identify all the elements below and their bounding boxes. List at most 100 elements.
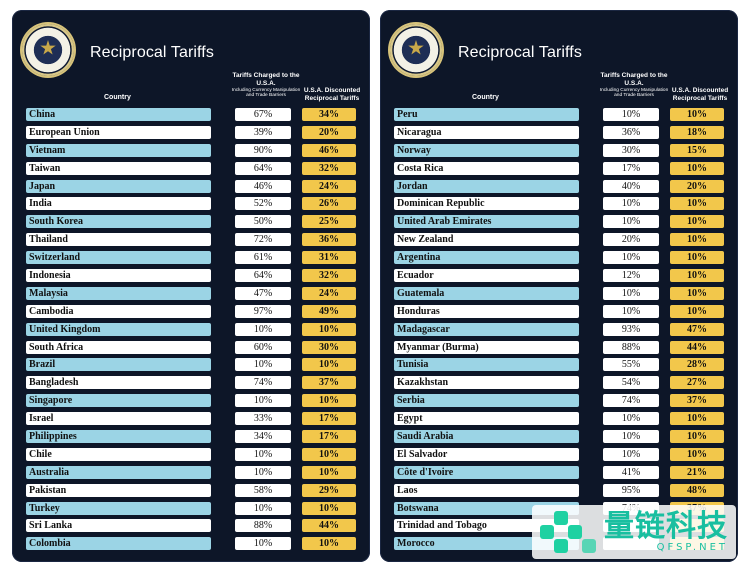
country-name: Brazil [26, 358, 211, 372]
header-discount: U.S.A. Discounted Reciprocal Tariffs [303, 87, 361, 102]
table-row: Côte d'Ivoire 41% 21% [394, 464, 726, 482]
tariff-charged: 52% [235, 197, 291, 211]
board-title: Reciprocal Tariffs [90, 44, 214, 61]
table-row: Malaysia 47% 24% [26, 285, 358, 303]
country-name: Norway [394, 143, 579, 157]
tariff-charged: 93% [603, 322, 659, 336]
tariff-discount: 24% [302, 179, 356, 193]
tariff-charged: 72% [235, 233, 291, 247]
tariff-discount: 10% [302, 537, 356, 551]
tariff-charged: 67% [235, 108, 291, 121]
table-row: South Korea 50% 25% [26, 213, 358, 231]
tariff-discount: 37% [302, 376, 356, 390]
country-name: New Zealand [394, 233, 579, 247]
country-name: Tunisia [394, 358, 579, 372]
tariff-charged: 88% [603, 340, 659, 354]
tariff-charged: 95% [603, 483, 659, 497]
country-name: Turkey [26, 501, 211, 515]
tariff-discount: 10% [670, 233, 724, 247]
tariff-discount: 10% [670, 269, 724, 283]
tariff-discount: 44% [670, 340, 724, 354]
tariff-discount: 10% [670, 251, 724, 265]
tariff-discount: 17% [302, 430, 356, 444]
table-row: Cambodia 97% 49% [26, 303, 358, 321]
tariff-charged: 10% [235, 465, 291, 479]
country-name: Nicaragua [394, 125, 579, 139]
table-row: Madagascar 93% 47% [394, 321, 726, 339]
watermark-textbox: 量链科技 QFSP.NET [604, 511, 728, 553]
table-row: United Kingdom 10% 10% [26, 321, 358, 339]
country-name: Costa Rica [394, 161, 579, 175]
country-name: Laos [394, 483, 579, 497]
tariff-discount: 44% [302, 519, 356, 533]
tariff-charged: 10% [235, 447, 291, 461]
table-row: India 52% 26% [26, 195, 358, 213]
tariff-discount: 10% [302, 358, 356, 372]
country-name: Taiwan [26, 161, 211, 175]
tariff-charged: 34% [235, 430, 291, 444]
presidential-seal-icon [22, 24, 74, 76]
table-row: Dominican Republic 10% 10% [394, 195, 726, 213]
country-name: Chile [26, 447, 211, 461]
table-row: Philippines 34% 17% [26, 428, 358, 446]
table-row: Bangladesh 74% 37% [26, 374, 358, 392]
tariff-discount: 32% [302, 161, 356, 175]
country-name: Argentina [394, 251, 579, 265]
tariff-discount: 17% [302, 412, 356, 426]
tariff-charged: 10% [603, 430, 659, 444]
tariff-charged: 50% [235, 215, 291, 229]
table-row: Honduras 10% 10% [394, 303, 726, 321]
header-charged-sub: Including Currency Manipulation and Trad… [231, 88, 301, 99]
tariff-discount: 15% [670, 143, 724, 157]
country-name: South Korea [26, 215, 211, 229]
country-name: South Africa [26, 340, 211, 354]
table-row: Singapore 10% 10% [26, 392, 358, 410]
table-row: South Africa 60% 30% [26, 339, 358, 357]
tariff-discount: 34% [302, 108, 356, 121]
tariff-discount: 29% [302, 483, 356, 497]
tariff-discount: 26% [302, 197, 356, 211]
table-row: Saudi Arabia 10% 10% [394, 428, 726, 446]
country-name: Madagascar [394, 322, 579, 336]
tariff-discount: 47% [670, 322, 724, 336]
tariff-charged: 36% [603, 125, 659, 139]
tariff-charged: 10% [603, 251, 659, 265]
table-row: New Zealand 20% 10% [394, 231, 726, 249]
country-name: Sri Lanka [26, 519, 211, 533]
tariff-charged: 10% [603, 197, 659, 211]
table-row: United Arab Emirates 10% 10% [394, 213, 726, 231]
tariff-charged: 10% [603, 447, 659, 461]
table-row: Turkey 10% 10% [26, 500, 358, 518]
country-name: Honduras [394, 304, 579, 318]
tariff-charged: 41% [603, 465, 659, 479]
country-name: Cambodia [26, 304, 211, 318]
tariff-discount: 36% [302, 233, 356, 247]
tariff-discount: 28% [670, 358, 724, 372]
table-row: Myanmar (Burma) 88% 44% [394, 339, 726, 357]
tariff-discount: 30% [302, 340, 356, 354]
tariff-charged: 74% [235, 376, 291, 390]
tariff-charged: 74% [603, 394, 659, 408]
tariff-discount: 37% [670, 394, 724, 408]
tariff-charged: 10% [235, 394, 291, 408]
tariff-charged: 10% [603, 215, 659, 229]
country-name: Malaysia [26, 286, 211, 300]
tariff-charged: 10% [235, 537, 291, 551]
tariff-discount: 10% [302, 465, 356, 479]
tariff-discount: 18% [670, 125, 724, 139]
table-row: Costa Rica 17% 10% [394, 160, 726, 178]
country-name: Israel [26, 412, 211, 426]
country-name: Australia [26, 465, 211, 479]
tariff-charged: 33% [235, 412, 291, 426]
table-row: El Salvador 10% 10% [394, 446, 726, 464]
country-name: Kazakhstan [394, 376, 579, 390]
table-row: Taiwan 64% 32% [26, 160, 358, 178]
country-name: Egypt [394, 412, 579, 426]
tariff-charged: 10% [235, 501, 291, 515]
table-row: Japan 46% 24% [26, 178, 358, 196]
tariff-discount: 27% [670, 376, 724, 390]
tariff-charged: 97% [235, 304, 291, 318]
country-name: Guatemala [394, 286, 579, 300]
table-row: Switzerland 61% 31% [26, 249, 358, 267]
table-row: Pakistan 58% 29% [26, 482, 358, 500]
